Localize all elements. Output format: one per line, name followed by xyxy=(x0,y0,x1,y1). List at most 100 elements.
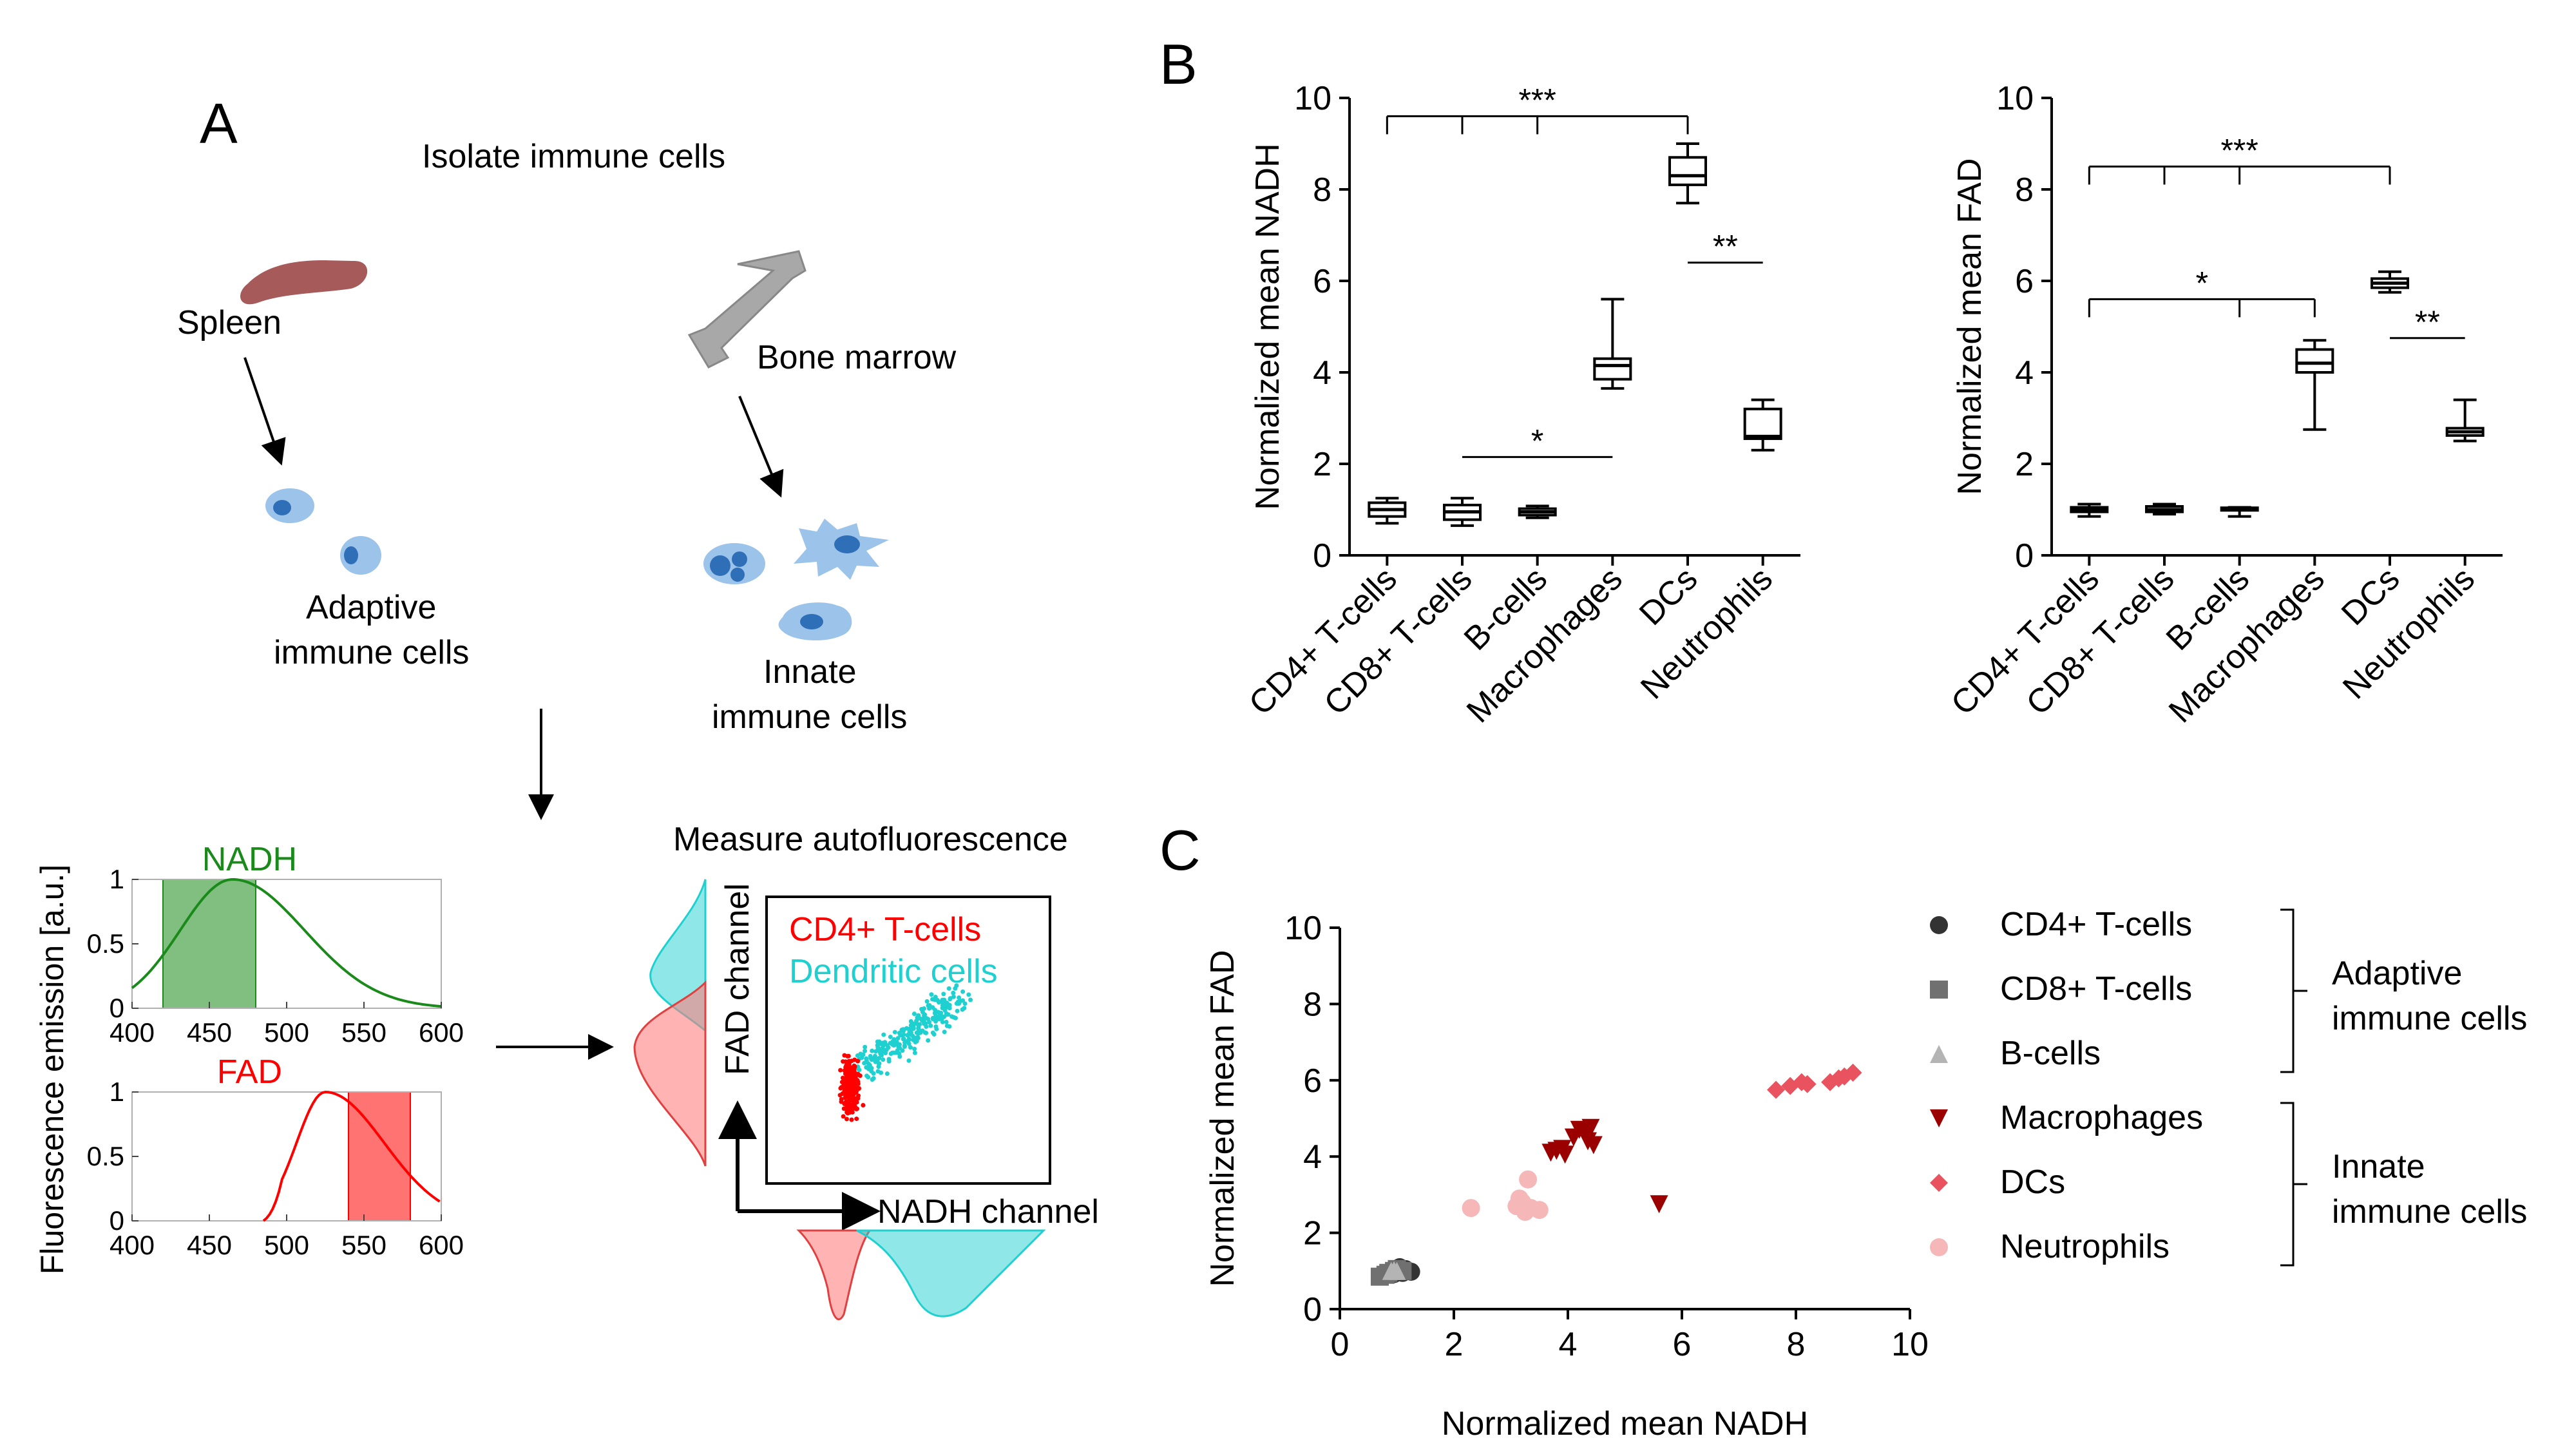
box xyxy=(2295,348,2334,374)
x-tick-label: 550 xyxy=(341,1230,386,1260)
y-tick-label: 0 xyxy=(1303,1291,1322,1328)
cd4-dot xyxy=(849,1117,854,1122)
y-tick-label: 0.5 xyxy=(87,928,124,959)
dendritic-dot xyxy=(912,1050,917,1055)
y-tick-label: 4 xyxy=(1303,1138,1322,1176)
emission-curve xyxy=(262,1090,441,1222)
panel-a: A Isolate immune cells Spleen Adaptive i… xyxy=(34,91,1099,1321)
measure-label: Measure autofluorescence xyxy=(673,821,1068,858)
fad-channel-label: FAD channel xyxy=(719,883,756,1075)
cd4-dot xyxy=(854,1116,859,1122)
x-tick-label: 4 xyxy=(1559,1326,1578,1363)
dendritic-dot xyxy=(911,1011,917,1017)
bone-icon xyxy=(687,250,806,369)
fad-histogram-red xyxy=(633,980,707,1167)
x-tick-label: 8 xyxy=(1787,1326,1806,1363)
dendritic-dot xyxy=(882,1049,887,1054)
y-tick-label: 0 xyxy=(110,1205,124,1236)
legend-label: CD8+ T-cells xyxy=(2000,970,2192,1008)
spleen-label: Spleen xyxy=(177,304,281,341)
fad-spectrum-chart: 400 450 500 550 600 0 0.5 1 FAD xyxy=(87,1053,464,1260)
y-axis-label: Normalized mean FAD xyxy=(1951,158,1989,495)
box xyxy=(1743,407,1782,440)
y-tick-label: 4 xyxy=(1313,354,1331,392)
cd4-dot xyxy=(850,1097,855,1102)
y-tick-label: 6 xyxy=(1313,263,1331,300)
cd4-dot xyxy=(843,1084,848,1089)
y-tick-label: 6 xyxy=(1303,1062,1322,1100)
dendritic-dot xyxy=(870,1077,875,1082)
spectrum-ylabel: Fluorescence emission [a.u.] xyxy=(34,865,70,1274)
dendritic-dot xyxy=(936,1010,941,1015)
y-tick-label: 2 xyxy=(1303,1215,1322,1252)
dendritic-dot xyxy=(864,1073,870,1078)
dendritic-dot xyxy=(915,1015,920,1020)
dendritic-dot xyxy=(941,991,946,997)
y-tick-label: 10 xyxy=(1996,80,2034,117)
spectrum-title: NADH xyxy=(202,841,297,878)
legend-marker xyxy=(1930,1174,1948,1192)
spleen-arrow xyxy=(243,357,286,466)
legend-label: B-cells xyxy=(2000,1035,2101,1072)
dendritic-dot xyxy=(929,992,934,997)
dendritic-dot xyxy=(901,1037,906,1042)
data-point xyxy=(1581,1118,1600,1137)
y-tick-label: 0 xyxy=(2015,537,2034,575)
cd4-dot xyxy=(845,1111,850,1116)
cd4-dot xyxy=(852,1075,857,1080)
dendritic-dot xyxy=(942,1030,947,1035)
cd4-dot xyxy=(855,1071,860,1077)
dendritic-dot xyxy=(930,1015,935,1020)
y-tick-label: 0 xyxy=(110,993,124,1023)
dendritic-dot xyxy=(940,1019,945,1024)
dendritic-dot xyxy=(864,1065,869,1070)
dendritic-dot xyxy=(893,1050,899,1055)
dendritic-dot xyxy=(966,992,971,997)
dendritic-dot xyxy=(873,1059,878,1064)
data-point xyxy=(1510,1189,1529,1208)
filter-band xyxy=(348,1091,411,1221)
dendritic-dot xyxy=(919,1006,924,1011)
cd4-dot xyxy=(854,1083,859,1088)
dendritic-dot xyxy=(960,989,966,994)
dendritic-dot xyxy=(949,1014,955,1019)
dendritic-dot xyxy=(936,1000,941,1005)
cd4-dot xyxy=(861,1102,866,1107)
data-point xyxy=(1584,1136,1603,1154)
dendritic-dot xyxy=(908,1019,913,1024)
significance-label: ** xyxy=(2415,304,2440,340)
dendritic-dot xyxy=(968,997,973,1002)
dendritic-dot xyxy=(895,1036,901,1041)
dendritic-dot xyxy=(953,986,958,991)
bone-marrow-arrow xyxy=(738,396,784,498)
x-tick-label: 10 xyxy=(1891,1326,1929,1363)
dendritic-dot xyxy=(862,1060,867,1066)
legend-marker xyxy=(1930,1109,1948,1127)
dendritic-dot xyxy=(948,997,953,1002)
dendritic-dot xyxy=(947,1002,952,1008)
cd4-dot xyxy=(838,1068,843,1073)
dendritic-dot xyxy=(962,1001,968,1006)
box xyxy=(1593,357,1632,381)
cd4-dot xyxy=(843,1059,848,1064)
dendritic-dot xyxy=(881,1057,886,1062)
significance-label: *** xyxy=(2220,133,2258,169)
dendritic-dot xyxy=(944,1011,949,1017)
dendritic-dot xyxy=(870,1048,875,1053)
panel-a-label: A xyxy=(200,91,238,155)
data-point xyxy=(1556,1145,1574,1164)
nadh-histogram-red xyxy=(796,1229,872,1321)
dendritic-dot xyxy=(908,1028,913,1033)
flow-legend-cd4: CD4+ T-cells xyxy=(789,911,981,948)
cd4-dot xyxy=(844,1093,849,1098)
legend-label: Macrophages xyxy=(2000,1099,2203,1136)
innate-label-line1: Innate xyxy=(763,653,857,691)
dendritic-dot xyxy=(926,1038,931,1043)
flow-plot-frame xyxy=(765,896,1051,1185)
group-label-line2: immune cells xyxy=(2332,1193,2527,1231)
dendritic-dot xyxy=(863,1044,868,1049)
dendritic-dot xyxy=(867,1062,872,1068)
